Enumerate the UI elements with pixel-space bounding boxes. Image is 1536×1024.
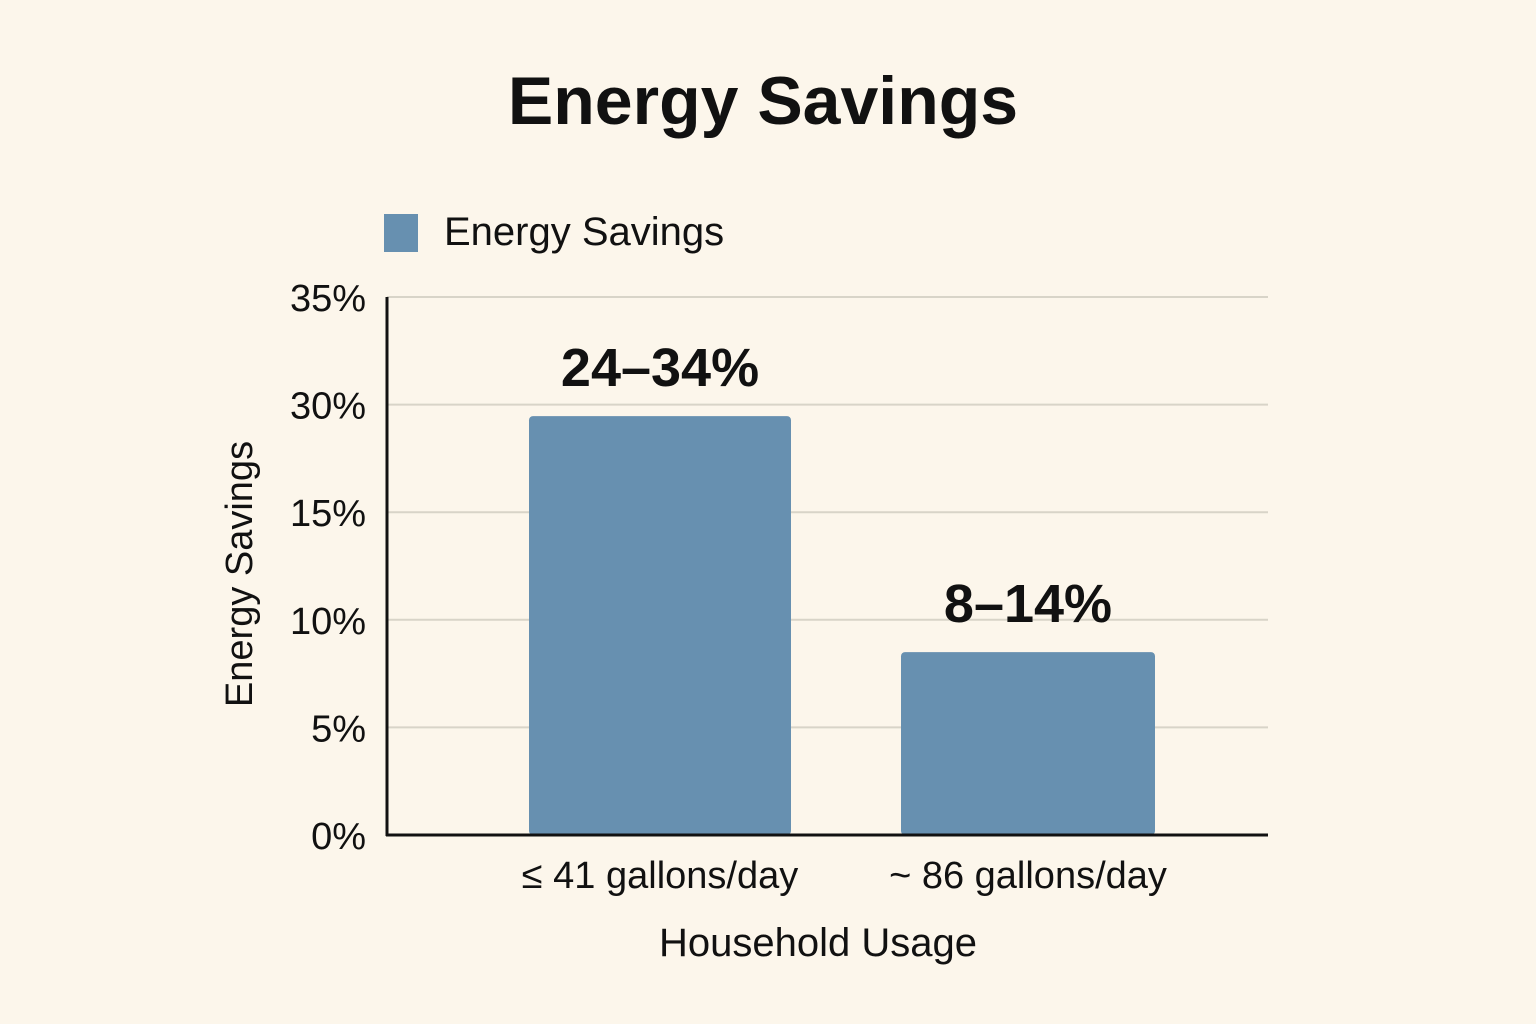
legend-label: Energy Savings <box>444 210 725 254</box>
y-tick-label: 0% <box>311 816 366 858</box>
y-axis-title: Energy Savings <box>219 441 261 707</box>
bar <box>901 652 1155 835</box>
y-tick-label: 35% <box>290 278 366 320</box>
x-axis-title: Household Usage <box>659 921 977 965</box>
y-tick-label: 15% <box>290 493 366 535</box>
y-tick-label: 5% <box>311 708 366 750</box>
chart-title: Energy Savings <box>507 63 1019 139</box>
legend: Energy Savings <box>384 210 724 255</box>
bar <box>529 416 791 835</box>
y-tick-label: 30% <box>290 386 366 428</box>
x-tick-label: ≤ 41 gallons/day <box>522 855 798 897</box>
y-tick-label: 10% <box>290 601 366 643</box>
data-label: 8–14% <box>944 574 1112 634</box>
legend-swatch <box>384 213 418 252</box>
x-tick-label: ~ 86 gallons/day <box>889 855 1167 897</box>
data-label: 24–34% <box>561 338 759 398</box>
